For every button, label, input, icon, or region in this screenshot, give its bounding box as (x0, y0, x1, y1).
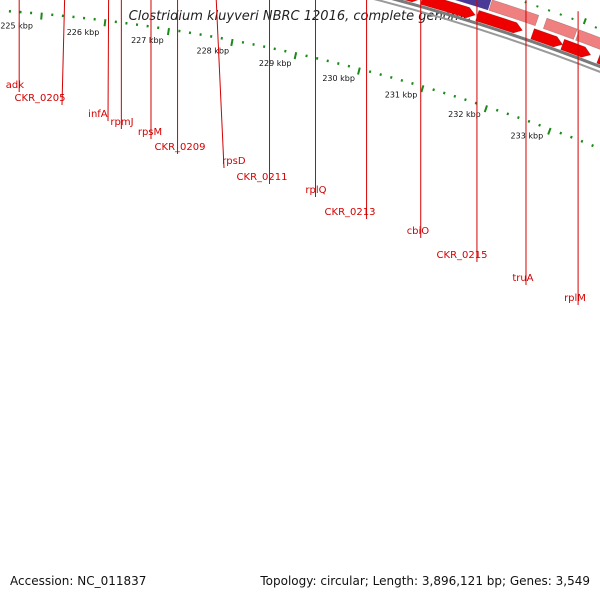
scale-tick (368, 70, 372, 74)
leader-line (61, 0, 66, 106)
scale-tick (347, 64, 351, 68)
gene-label: cbiO (407, 226, 430, 237)
gene-label: rpmJ (110, 117, 133, 128)
scale-tick (591, 143, 594, 148)
gene-label: CKR_0209 (155, 142, 206, 153)
accession-text: Accession: NC_011837 (10, 574, 147, 588)
rev-feature-16 (596, 53, 600, 65)
scale-tick (506, 112, 510, 116)
gene-label: CKR_0205 (15, 93, 66, 104)
outer-tick (536, 5, 539, 8)
scale-tick (411, 81, 414, 85)
scale-tick (262, 45, 266, 49)
scale-tick (453, 94, 457, 98)
outer-tick (547, 9, 551, 12)
gene-ckr-0213 (454, 0, 492, 11)
gene-label: CKR_0213 (325, 207, 376, 218)
gene-label: infA (88, 109, 108, 120)
gene-label: rplM (564, 293, 586, 304)
scale-tick (337, 62, 340, 65)
scale-tick (547, 127, 552, 135)
scale-tick (40, 12, 43, 20)
scale-tick (559, 131, 563, 135)
scale-tick (432, 88, 435, 92)
genome-backbone (373, 0, 600, 74)
scale-tick (569, 135, 573, 139)
kbp-label: 226 kbp (67, 28, 100, 37)
scale-tick (103, 19, 107, 27)
kbp-label: 229 kbp (259, 59, 292, 68)
gene-trua (542, 17, 578, 40)
scale-tick (517, 116, 520, 120)
kbp-label: 232 kbp (448, 110, 481, 119)
scale-tick (442, 91, 446, 95)
outer-tick (582, 18, 587, 25)
gene-label: rpsM (138, 127, 162, 138)
kbp-label: 233 kbp (511, 131, 544, 140)
scale-tick (284, 49, 287, 53)
kbp-label: 230 kbp (322, 74, 355, 83)
kbp-label: 228 kbp (196, 47, 229, 56)
kbp-label: 225 kbp (0, 22, 33, 31)
scale-tick (326, 59, 329, 63)
rev-feature-11 (403, 0, 419, 3)
gene-label: adk (6, 80, 24, 91)
gene-features (403, 0, 600, 65)
gene-label: CKR_0215 (437, 250, 488, 261)
outer-tick (571, 17, 574, 21)
scale-tick (315, 56, 319, 60)
scale-tick (273, 47, 276, 51)
gene-label: CKR_0211 (237, 172, 288, 183)
kbp-label: 227 kbp (131, 36, 164, 45)
scale-tick (379, 73, 382, 77)
backbone-inner (373, 0, 600, 74)
scale-tick (527, 119, 531, 123)
gene-label: truA (512, 273, 533, 284)
scale-tick (483, 105, 488, 113)
tick-marks (8, 1, 598, 148)
scale-tick (357, 67, 361, 75)
leader-line (215, 0, 225, 169)
scale-tick (420, 85, 425, 93)
outer-tick (594, 26, 598, 29)
outer-tick (559, 13, 563, 16)
scale-tick (474, 101, 478, 105)
rev-feature-13 (475, 9, 523, 34)
rev-feature-14 (530, 28, 564, 48)
leader-line (107, 0, 110, 122)
scale-tick (464, 98, 467, 102)
rev-feature-12 (420, 0, 476, 19)
scale-tick (389, 75, 393, 79)
rev-feature-15 (560, 38, 592, 58)
scale-tick (230, 38, 234, 47)
gene-label: rpsD (222, 156, 246, 167)
scale-tick (400, 78, 404, 82)
scale-tick (538, 123, 541, 127)
scale-tick (580, 139, 584, 143)
topology-text: Topology: circular; Length: 3,896,121 bp… (260, 574, 590, 588)
scale-tick (495, 108, 499, 112)
scale-tick (305, 54, 308, 58)
backbone-outer (391, 0, 600, 69)
gene-label: rplQ (305, 185, 326, 196)
gene-labels: 225 kbp 226 kbp 227 kbp 228 kbp 229 kbp 230 k… (0, 0, 586, 305)
scale-tick (166, 27, 170, 36)
scale-tick (293, 52, 298, 60)
map-title: Clostridium kluyveri NBRC 12016, complet… (128, 9, 472, 24)
kbp-label: 231 kbp (385, 91, 418, 100)
